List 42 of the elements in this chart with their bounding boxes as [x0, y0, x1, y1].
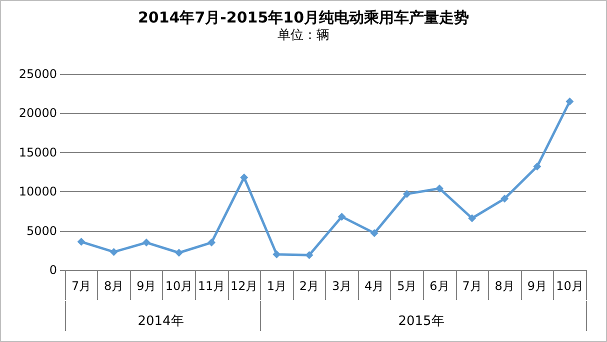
text: 2015年 [398, 314, 444, 329]
x-tick-label: 2月 [299, 279, 320, 293]
point [208, 238, 216, 247]
point [240, 173, 248, 182]
x-tick-label: 9月 [136, 279, 156, 293]
x-tick-label: 3月 [332, 279, 352, 293]
y-tick-label: 20000 [18, 106, 57, 120]
x-tick-label: 4月 [364, 279, 384, 293]
text: 2014年 [138, 314, 184, 329]
point [272, 250, 281, 258]
point [533, 162, 542, 171]
x-tick-label: 9月 [527, 279, 547, 293]
chart-title: 2014年7月-2015年10月纯电动乘用车产量走势 [138, 8, 470, 26]
point [110, 248, 118, 256]
point [566, 97, 574, 106]
y-tick-label: 5000 [26, 224, 57, 238]
x-tick-label: 8月 [104, 279, 124, 293]
y-tick-label: 10000 [18, 184, 57, 199]
point [468, 214, 476, 222]
point [174, 248, 183, 257]
point [305, 251, 314, 260]
x-tick-label: 1月 [266, 279, 286, 293]
point [435, 184, 444, 192]
point [500, 194, 509, 203]
x-tick-label: 5月 [397, 279, 417, 293]
y-tick-label: 0 [49, 263, 57, 277]
point [77, 238, 86, 246]
x-tick-label: 7月 [462, 279, 482, 293]
x-tick-label: 12月 [230, 279, 258, 293]
x-tick-label: 11月 [198, 279, 226, 293]
point [402, 190, 411, 198]
y-tick-label: 15000 [18, 145, 57, 160]
x-tick-label: 7月 [71, 279, 92, 293]
y-tick-label: 25000 [18, 67, 57, 81]
point [338, 212, 346, 221]
x-tick-label: 6月 [430, 279, 450, 293]
point [370, 229, 378, 238]
point [142, 238, 150, 247]
x-tick-label: 8月 [494, 279, 514, 293]
x-tick-label: 10月 [165, 279, 193, 293]
chart-subtitle: 单位：辆 [278, 28, 330, 43]
x-tick-label: 10月 [556, 279, 584, 293]
